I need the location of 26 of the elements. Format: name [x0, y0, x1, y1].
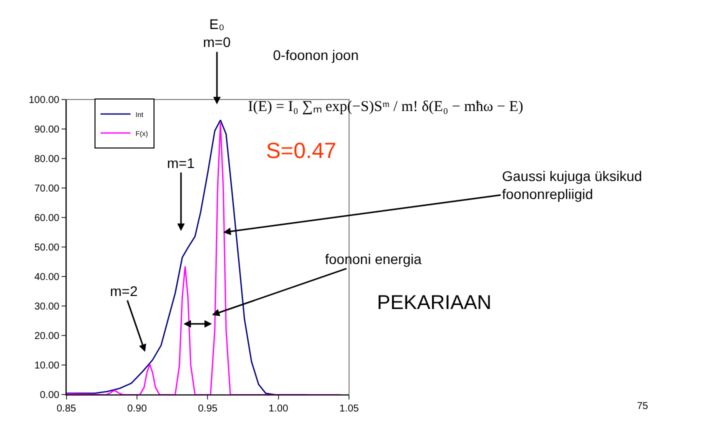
x-tick-label: 1.05: [339, 404, 360, 415]
x-tick-label: 0.95: [198, 404, 218, 415]
y-tick-label: 70.00: [34, 184, 60, 195]
y-tick-label: 10.00: [34, 360, 60, 372]
text: E₀ m=0: [203, 16, 231, 50]
annotation: I(E) = I₀ ∑ₘ exp(−S)Sᵐ / m! δ(E₀ − mħω − E): [248, 99, 524, 115]
y-tick-label: 60.00: [34, 213, 60, 224]
text: 75: [637, 401, 649, 412]
y-tick-label: 40.00: [34, 272, 60, 284]
x-tick-label: 0.90: [127, 404, 148, 415]
annotation: m=1: [167, 155, 195, 171]
y-tick-label: 0.00: [40, 390, 60, 402]
annotation: S=0.47: [266, 138, 336, 163]
y-tick-label: 50.00: [34, 242, 60, 254]
y-tick-label: 100.00: [28, 94, 60, 106]
annotation: foononi energia: [325, 251, 422, 267]
annotation: Gaussi kujuga üksikud foononrepliigid: [502, 168, 642, 202]
annotation: m=2: [110, 283, 138, 299]
y-tick-label: 30.00: [34, 302, 60, 313]
x-tick-label: 1.00: [268, 404, 289, 415]
text: 0-foonon joon: [273, 47, 359, 63]
y-tick-label: 20.00: [34, 331, 60, 342]
y-tick-label: 90.00: [34, 124, 60, 136]
x-tick-label: 0.85: [56, 404, 77, 415]
text: PEKARIAAN: [377, 292, 492, 314]
y-tick-label: 80.00: [34, 154, 60, 166]
